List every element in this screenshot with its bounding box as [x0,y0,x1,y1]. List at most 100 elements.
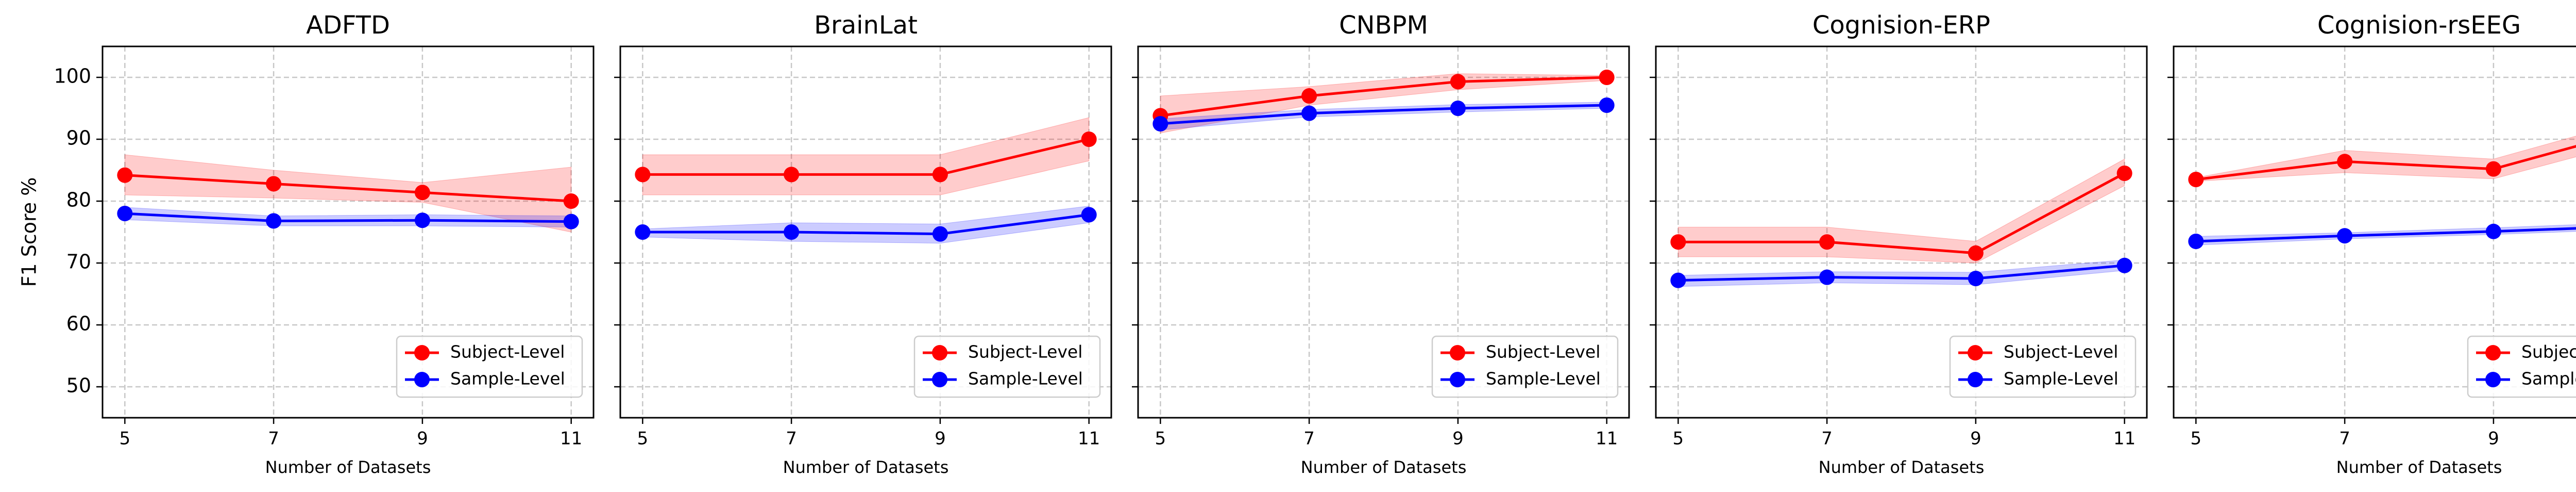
axes-frame [619,45,1112,419]
series-line [1678,264,2125,282]
x-tick-label: 9 [417,429,428,449]
legend-label: Subject-Level [1486,342,1600,362]
data-point [932,226,948,242]
x-tick-label: 5 [637,429,648,449]
error-band [124,154,572,233]
data-point [784,167,800,183]
chart-title: Cognision-ERP [1812,11,1990,40]
legend-marker [414,345,430,360]
data-point [932,167,948,183]
x-tick-label: 7 [786,429,797,449]
legend-label: Sample-Level [2521,369,2576,389]
error-band [1677,158,2125,264]
legend-marker [1968,372,1983,387]
legend-box [1431,335,1619,398]
chart-title: BrainLat [814,11,918,40]
legend-marker [932,372,947,387]
legend-label: Sample-Level [1486,369,1601,389]
data-point [2188,234,2204,249]
legend: Subject-Level Sample-Level [2467,335,2576,398]
data-point [2188,172,2204,187]
legend-marker [1968,345,1983,360]
axes-frame [1655,45,2148,419]
x-tick-label: 7 [1821,429,1833,449]
data-point [1599,97,1615,113]
legend-marker [1450,372,1465,387]
chart-title: Cognision-rsEEG [2317,11,2521,40]
x-tick-label: 7 [1303,429,1315,449]
legend-label: Sample-Level [2004,369,2119,389]
data-point [1599,70,1615,85]
legend: Subject-Level Sample-Level [1949,335,2137,398]
series-line [125,212,571,223]
error-band [2195,136,2576,182]
y-tick-label: 90 [66,127,91,150]
y-tick-label: 100 [54,65,91,88]
legend-label: Sample-Level [968,369,1083,389]
chart-title: CNBPM [1339,11,1428,40]
data-point [2337,228,2353,244]
x-tick-label: 9 [1970,429,1981,449]
legend-label: Subject-Level [968,342,1082,362]
x-tick-label: 7 [2339,429,2350,449]
x-tick-label: 9 [2488,429,2499,449]
legend-label: Sample-Level [450,369,565,389]
data-point [1081,132,1097,147]
x-axis-label: Number of Datasets [1819,457,1985,477]
y-tick-label: 70 [66,251,91,273]
y-axis-label: F1 Score % [18,177,41,287]
data-point [1450,101,1466,116]
series-line [2196,145,2576,181]
legend-label: Subject-Level [2004,342,2118,362]
data-point [1153,116,1168,132]
series-line [642,213,1090,236]
x-tick-label: 11 [1078,429,1100,449]
x-tick-label: 11 [1596,429,1618,449]
data-point [2337,154,2353,170]
series-line [125,174,571,203]
x-tick-label: 9 [935,429,946,449]
legend: Subject-Level Sample-Level [396,335,583,398]
x-tick-label: 5 [119,429,130,449]
x-tick-label: 11 [560,429,582,449]
series-line [1160,76,1607,117]
data-point [1450,74,1466,90]
data-point [117,206,133,221]
data-point [1670,234,1686,250]
x-tick-label: 11 [2113,429,2136,449]
y-tick-label: 80 [66,189,91,211]
legend-marker [2485,345,2501,360]
x-tick-label: 5 [1672,429,1684,449]
legend-marker [932,345,947,360]
axes-frame [1137,45,1630,419]
data-point [1301,88,1317,104]
data-point [1670,272,1686,288]
data-point [2116,257,2132,273]
data-point [1819,234,1835,250]
x-tick-label: 7 [268,429,279,449]
legend-box [1949,335,2137,398]
legend-box [396,335,583,398]
data-point [784,224,800,240]
data-point [1301,105,1317,121]
legend-marker [414,372,430,387]
data-point [117,167,133,183]
legend-marker [1450,345,1465,360]
y-tick-label: 60 [66,313,91,335]
series-line [1160,104,1607,125]
data-point [2485,161,2501,177]
error-band [642,206,1090,244]
x-axis-label: Number of Datasets [2336,457,2502,477]
chart-title: ADFTD [306,11,390,40]
data-point [563,193,579,209]
legend: Subject-Level Sample-Level [1431,335,1619,398]
x-axis-label: Number of Datasets [783,457,949,477]
data-point [266,213,282,229]
legend-label: Subject-Level [2521,342,2576,362]
series-line [2196,227,2576,243]
data-point [414,185,430,201]
data-point [1968,245,1984,261]
x-axis-label: Number of Datasets [1301,457,1467,477]
data-point [635,224,651,240]
